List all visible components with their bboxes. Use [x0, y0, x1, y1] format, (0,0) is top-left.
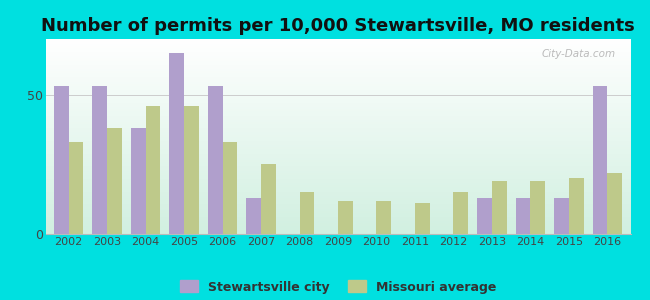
Bar: [170, 53, 184, 234]
Bar: [454, 192, 468, 234]
Bar: [69, 142, 83, 234]
Bar: [107, 128, 122, 234]
Bar: [415, 203, 430, 234]
Bar: [376, 201, 391, 234]
Bar: [146, 106, 160, 234]
Bar: [246, 198, 261, 234]
Title: Number of permits per 10,000 Stewartsville, MO residents: Number of permits per 10,000 Stewartsvil…: [41, 17, 635, 35]
Bar: [516, 198, 530, 234]
Bar: [477, 198, 492, 234]
Bar: [530, 181, 545, 234]
Bar: [184, 106, 199, 234]
Bar: [338, 201, 352, 234]
Text: City-Data.com: City-Data.com: [541, 49, 616, 59]
Bar: [569, 178, 584, 234]
Bar: [607, 173, 622, 234]
Bar: [593, 86, 607, 234]
Bar: [300, 192, 314, 234]
Bar: [131, 128, 146, 234]
Bar: [54, 86, 69, 234]
Bar: [554, 198, 569, 234]
Bar: [222, 142, 237, 234]
Legend: Stewartsville city, Missouri average: Stewartsville city, Missouri average: [175, 275, 501, 298]
Bar: [261, 164, 276, 234]
Bar: [92, 86, 107, 234]
Bar: [208, 86, 222, 234]
Bar: [492, 181, 506, 234]
